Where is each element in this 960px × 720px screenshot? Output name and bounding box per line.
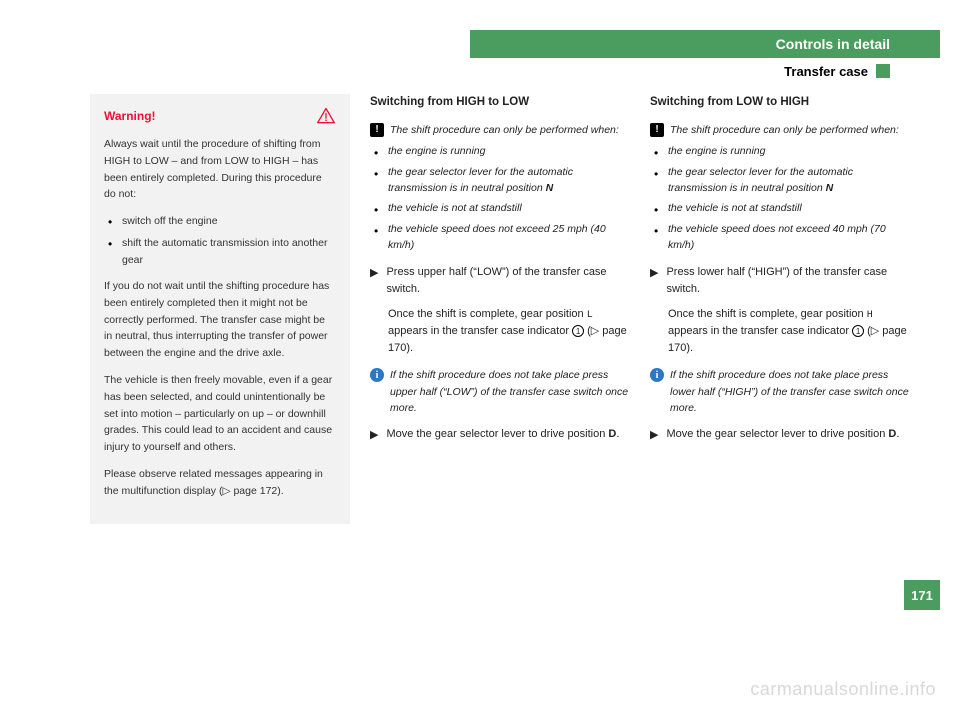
step: ▶ Press lower half (“HIGH”) of the trans… <box>650 264 910 298</box>
column-high-to-low: Switching from HIGH to LOW ! The shift p… <box>370 94 630 524</box>
step-sub: Once the shift is complete, gear positio… <box>650 306 910 358</box>
info-text: If the shift procedure does not take pla… <box>390 367 630 416</box>
header-title: Controls in detail <box>776 36 890 52</box>
step-text: Press upper half (“LOW”) of the transfer… <box>386 264 630 298</box>
step-text: Move the gear selector lever to drive po… <box>666 426 899 443</box>
warning-bullets: switch off the engine shift the automati… <box>104 213 336 268</box>
step-sub: Once the shift is complete, gear positio… <box>370 306 630 358</box>
section-title: Switching from HIGH to LOW <box>370 94 630 112</box>
warning-bullet: shift the automatic transmission into an… <box>104 235 336 268</box>
arrow-icon: ▶ <box>650 265 658 282</box>
step: ▶ Move the gear selector lever to drive … <box>650 426 910 444</box>
warning-p2: If you do not wait until the shifting pr… <box>104 278 336 362</box>
watermark: carmanualsonline.info <box>750 679 936 700</box>
sub-header-marker <box>876 64 890 78</box>
column-low-to-high: Switching from LOW to HIGH ! The shift p… <box>650 94 910 524</box>
list-item: the gear selector lever for the automati… <box>650 165 910 197</box>
warning-header: Warning! <box>104 106 336 126</box>
sub-header: Transfer case <box>90 58 940 84</box>
step-text: Press lower half (“HIGH”) of the transfe… <box>666 264 910 298</box>
list-item: the engine is running <box>370 144 630 160</box>
section-title: Switching from LOW to HIGH <box>650 94 910 112</box>
step-text: Move the gear selector lever to drive po… <box>386 426 619 443</box>
note-block: ! The shift procedure can only be perfor… <box>650 122 910 138</box>
page-number-badge: 171 <box>904 580 940 610</box>
condition-list: the engine is running the gear selector … <box>650 144 910 254</box>
step: ▶ Move the gear selector lever to drive … <box>370 426 630 444</box>
warning-bullet: switch off the engine <box>104 213 336 229</box>
page: Controls in detail Transfer case Warning… <box>0 0 960 720</box>
note-block: ! The shift procedure can only be perfor… <box>370 122 630 138</box>
warning-label: Warning! <box>104 107 156 126</box>
arrow-icon: ▶ <box>650 427 658 444</box>
exclamation-icon: ! <box>650 123 664 137</box>
info-block: i If the shift procedure does not take p… <box>650 367 910 416</box>
list-item: the vehicle is not at standstill <box>650 201 910 217</box>
content-columns: Warning! Always wait until the procedure… <box>90 94 910 524</box>
sub-header-title: Transfer case <box>784 64 868 79</box>
step: ▶ Press upper half (“LOW”) of the transf… <box>370 264 630 298</box>
list-item: the vehicle speed does not exceed 40 mph… <box>650 222 910 254</box>
info-text: If the shift procedure does not take pla… <box>670 367 910 416</box>
circled-one-icon: 1 <box>572 325 584 337</box>
list-item: the vehicle is not at standstill <box>370 201 630 217</box>
list-item: the engine is running <box>650 144 910 160</box>
note-text: The shift procedure can only be performe… <box>670 122 899 138</box>
condition-list: the engine is running the gear selector … <box>370 144 630 254</box>
header-bar: Controls in detail <box>470 30 940 58</box>
warning-triangle-icon <box>316 106 336 126</box>
circled-one-icon: 1 <box>852 325 864 337</box>
arrow-icon: ▶ <box>370 265 378 282</box>
list-item: the gear selector lever for the automati… <box>370 165 630 197</box>
warning-p3: The vehicle is then freely movable, even… <box>104 372 336 456</box>
info-icon: i <box>650 368 664 382</box>
info-icon: i <box>370 368 384 382</box>
warning-p4: Please observe related messages appearin… <box>104 466 336 500</box>
note-text: The shift procedure can only be performe… <box>390 122 619 138</box>
warning-box: Warning! Always wait until the procedure… <box>90 94 350 524</box>
info-block: i If the shift procedure does not take p… <box>370 367 630 416</box>
exclamation-icon: ! <box>370 123 384 137</box>
warning-p1: Always wait until the procedure of shift… <box>104 136 336 203</box>
column-warning: Warning! Always wait until the procedure… <box>90 94 350 524</box>
arrow-icon: ▶ <box>370 427 378 444</box>
list-item: the vehicle speed does not exceed 25 mph… <box>370 222 630 254</box>
